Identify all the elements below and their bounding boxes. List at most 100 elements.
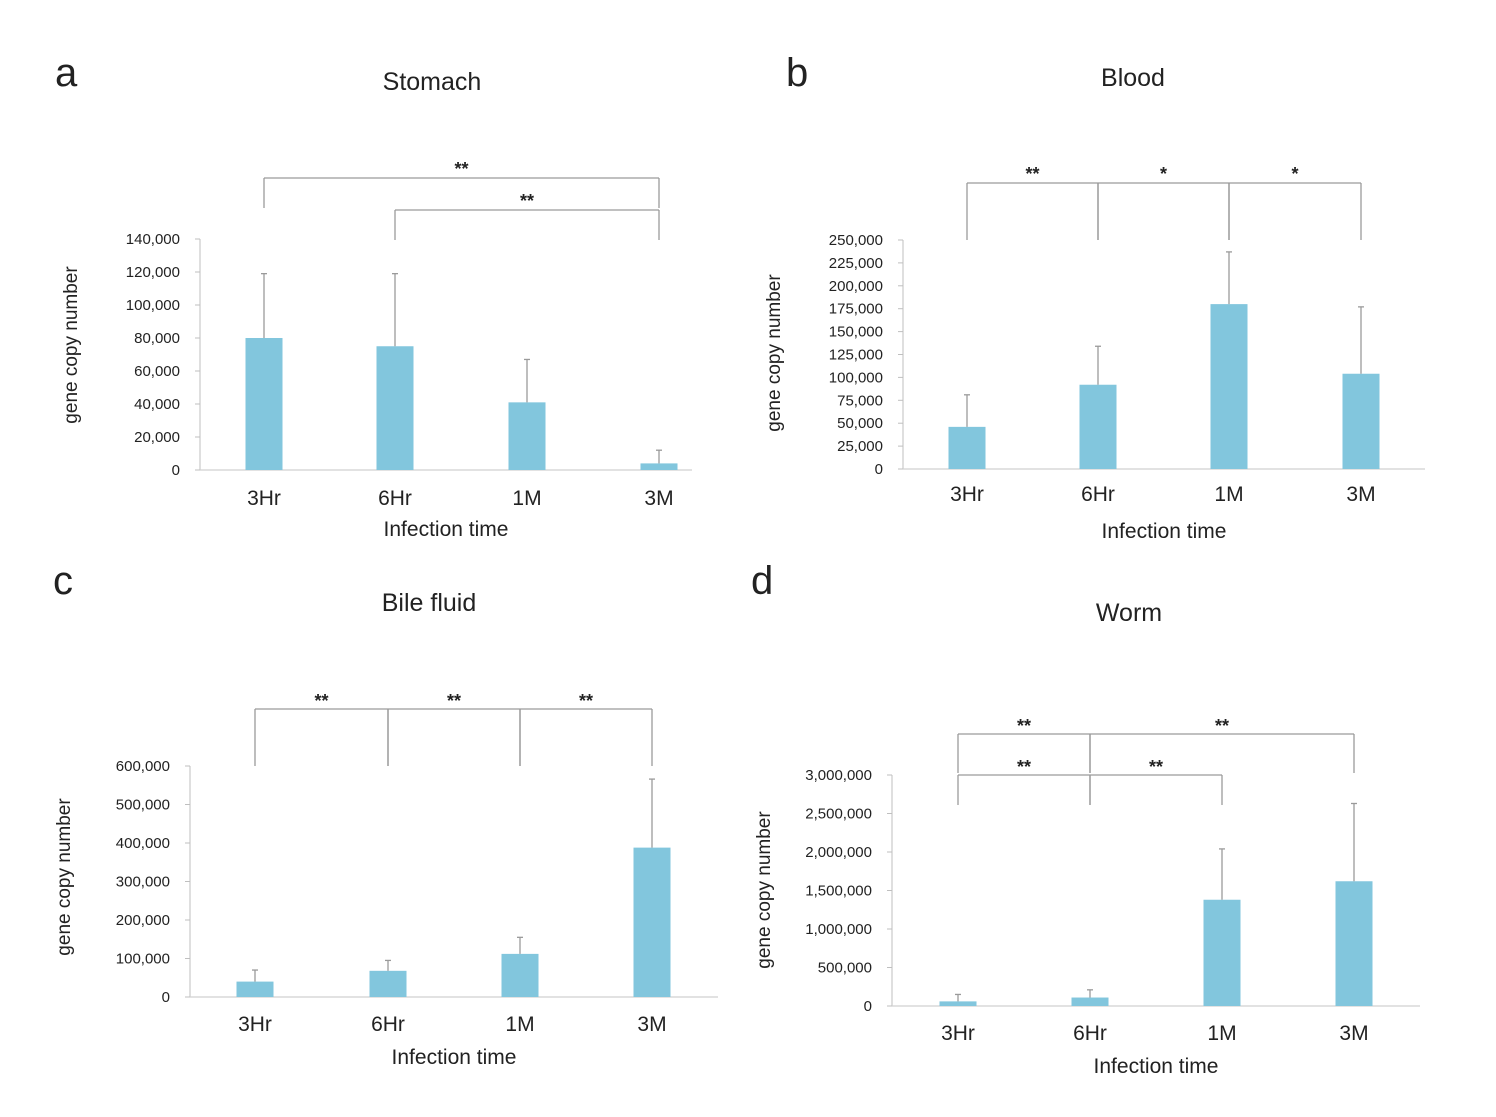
y-tick-label: 1,500,000 [805, 883, 872, 900]
chart-title: Worm [1096, 599, 1162, 627]
significance-bracket: * [1228, 164, 1362, 240]
chart-title: Blood [1101, 64, 1165, 92]
x-tick-label: 3M [1339, 1022, 1368, 1045]
y-tick-label: 40,000 [134, 396, 180, 413]
y-tick-label: 25,000 [837, 438, 883, 455]
y-tick-label: 225,000 [829, 255, 883, 272]
y-tick-label: 0 [875, 461, 883, 478]
y-tick-label: 120,000 [126, 264, 180, 281]
bar-3Hr [939, 1001, 977, 1006]
y-tick-label: 2,500,000 [805, 806, 872, 823]
significance-bracket: ** [957, 757, 1091, 805]
y-tick-label: 100,000 [116, 951, 170, 968]
x-tick-label: 3M [637, 1013, 666, 1036]
bar-1M [1210, 304, 1248, 469]
bar-1M [1203, 899, 1241, 1006]
x-tick-label: 1M [1207, 1022, 1236, 1045]
significance-bracket: ** [1089, 716, 1355, 773]
x-tick-label: 3Hr [941, 1022, 975, 1045]
x-tick-label: 3Hr [247, 487, 281, 510]
y-tick-label: 125,000 [829, 347, 883, 364]
bar-6Hr [1071, 997, 1109, 1006]
panel-letter: a [55, 51, 78, 95]
bar-6Hr [1079, 384, 1117, 469]
y-axis-label: gene copy number [764, 274, 785, 432]
panel-letter: b [786, 51, 808, 95]
y-axis-label: gene copy number [61, 266, 82, 424]
x-tick-label: 1M [512, 487, 541, 510]
y-tick-label: 140,000 [126, 231, 180, 248]
significance-label: ** [520, 191, 534, 211]
y-tick-label: 1,000,000 [805, 921, 872, 938]
y-tick-label: 75,000 [837, 392, 883, 409]
bar-3M [640, 463, 678, 470]
y-tick-label: 300,000 [116, 874, 170, 891]
bar-3Hr [948, 426, 986, 469]
chart-panel-b: b Blood 0 25,000 50,000 75,000 100,000 125,000 1… [764, 51, 1425, 543]
significance-label: ** [1215, 716, 1229, 736]
x-tick-label: 6Hr [378, 487, 412, 510]
x-tick-label: 6Hr [371, 1013, 405, 1036]
bar-3Hr [245, 338, 283, 470]
y-tick-label: 50,000 [837, 415, 883, 432]
y-tick-label: 0 [864, 998, 872, 1015]
significance-label: ** [314, 691, 328, 711]
x-tick-label: 3Hr [950, 483, 984, 506]
chart-panel-d: d Worm 0 500,000 1,000,000 1,500,000 2,000,000… [751, 559, 1420, 1078]
significance-label: * [1160, 164, 1167, 184]
y-tick-label: 80,000 [134, 330, 180, 347]
y-axis-label: gene copy number [754, 811, 775, 969]
significance-bracket: ** [957, 716, 1091, 773]
x-tick-label: 3M [644, 487, 673, 510]
y-tick-label: 60,000 [134, 363, 180, 380]
y-tick-label: 0 [172, 462, 180, 479]
y-tick-label: 2,000,000 [805, 844, 872, 861]
significance-label: ** [579, 691, 593, 711]
y-tick-label: 3,000,000 [805, 767, 872, 784]
significance-bracket: ** [254, 691, 389, 766]
x-tick-label: 3Hr [238, 1013, 272, 1036]
significance-bracket: * [1097, 164, 1230, 240]
x-axis-label: Infection time [1094, 1055, 1219, 1078]
y-tick-label: 200,000 [116, 912, 170, 929]
panel-letter: c [53, 559, 73, 603]
bar-1M [501, 953, 539, 997]
y-tick-label: 200,000 [829, 278, 883, 295]
x-tick-label: 1M [1214, 483, 1243, 506]
bar-1M [508, 402, 546, 470]
y-tick-label: 500,000 [818, 960, 872, 977]
y-tick-label: 175,000 [829, 301, 883, 318]
chart-title: Stomach [383, 68, 482, 96]
significance-bracket: ** [519, 691, 653, 766]
x-axis-label: Infection time [1102, 520, 1227, 543]
bar-3M [633, 847, 671, 997]
significance-bracket: ** [263, 159, 660, 208]
bar-3M [1335, 881, 1373, 1006]
bar-3M [1342, 373, 1380, 469]
significance-bracket: ** [387, 691, 521, 766]
x-axis-label: Infection time [384, 518, 509, 541]
significance-label: ** [1017, 716, 1031, 736]
y-tick-label: 100,000 [829, 369, 883, 386]
significance-bracket: ** [1089, 757, 1223, 805]
panel-letter: d [751, 559, 773, 603]
x-axis-label: Infection time [392, 1046, 517, 1069]
significance-bracket: ** [966, 164, 1099, 240]
chart-panel-c: c Bile fluid 0 100,000 200,000 300,000 400,000… [53, 559, 718, 1069]
y-tick-label: 20,000 [134, 429, 180, 446]
chart-title: Bile fluid [382, 589, 477, 617]
y-tick-label: 250,000 [829, 232, 883, 249]
y-tick-label: 600,000 [116, 758, 170, 775]
significance-label: ** [1025, 164, 1039, 184]
significance-label: ** [454, 159, 468, 179]
y-tick-label: 400,000 [116, 835, 170, 852]
chart-panel-a: a Stomach 0 20,000 40,000 60,000 80,000 100,000… [55, 51, 692, 541]
significance-label: * [1291, 164, 1298, 184]
significance-label: ** [1149, 757, 1163, 777]
significance-label: ** [1017, 757, 1031, 777]
bar-6Hr [376, 346, 414, 470]
y-tick-label: 500,000 [116, 797, 170, 814]
x-tick-label: 6Hr [1081, 483, 1115, 506]
x-tick-label: 3M [1346, 483, 1375, 506]
